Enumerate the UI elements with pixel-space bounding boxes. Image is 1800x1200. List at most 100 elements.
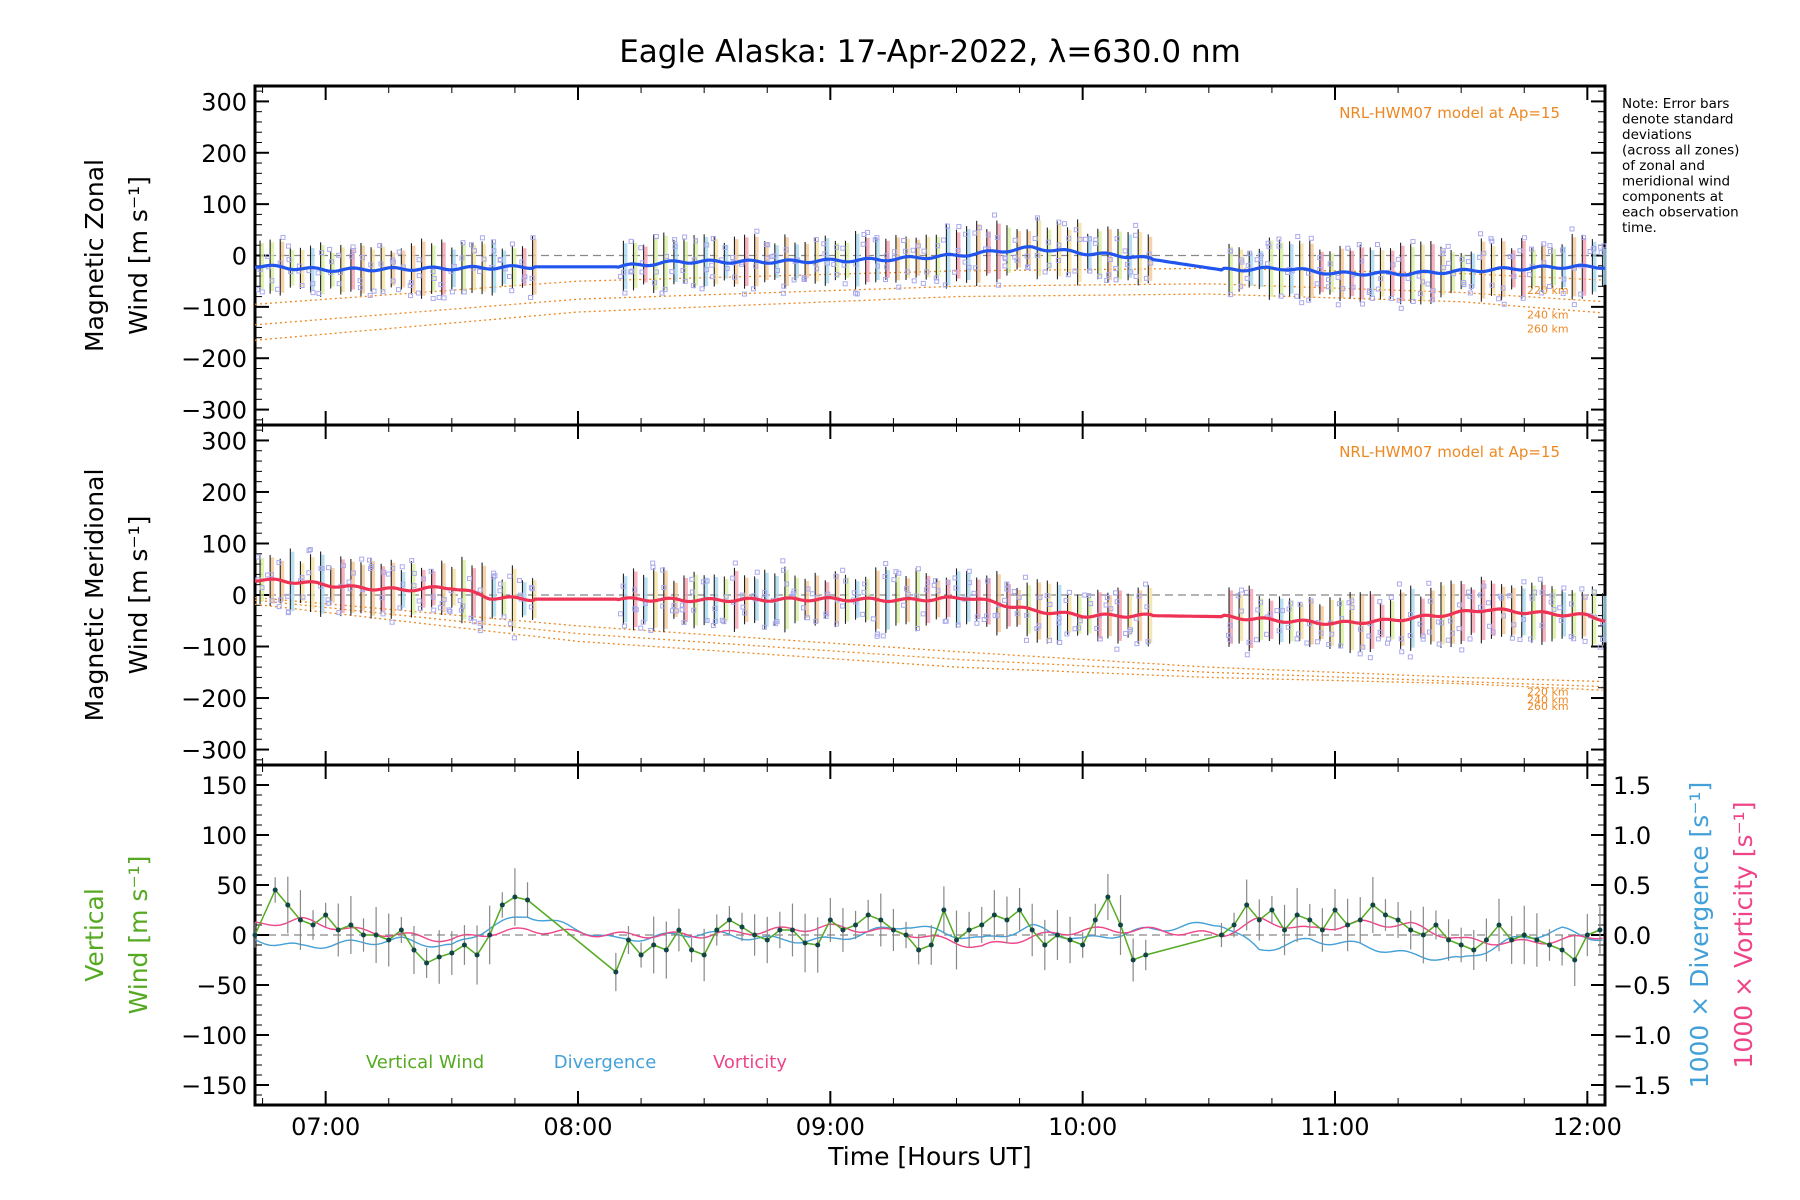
- zone-sample: [809, 591, 815, 597]
- vertical-wind-point: [1042, 942, 1048, 948]
- y-tick-label: 0: [232, 243, 247, 271]
- zone-sample: [764, 255, 770, 261]
- zone-sample: [673, 608, 679, 614]
- zone-sample: [529, 275, 535, 281]
- zone-sample: [1045, 239, 1051, 245]
- zone-sample: [1308, 598, 1314, 604]
- vertical-wind-point: [461, 942, 467, 948]
- zone-sample: [689, 576, 695, 582]
- zone-sample: [416, 257, 422, 263]
- zone-sample: [1113, 277, 1119, 283]
- zone-sample: [1528, 636, 1534, 642]
- zone-sample: [1441, 265, 1447, 271]
- zone-sample: [1143, 275, 1149, 281]
- zone-sample: [1360, 301, 1366, 307]
- legend-vorticity: Vorticity: [713, 1052, 787, 1073]
- zone-sample: [340, 563, 346, 569]
- zone-sample: [1551, 606, 1557, 612]
- y-tick-label: 300: [201, 427, 247, 455]
- y2-tick-label: 1.0: [1613, 822, 1651, 850]
- zone-sample: [1449, 630, 1455, 636]
- zone-sample: [1266, 243, 1272, 249]
- zone-sample: [1246, 639, 1252, 645]
- zone-sample: [1072, 268, 1078, 274]
- zone-sample: [1430, 288, 1436, 294]
- zone-sample: [357, 285, 363, 291]
- zone-sample: [416, 273, 422, 279]
- zone-sample: [771, 253, 777, 259]
- zone-sample: [1529, 595, 1535, 601]
- zone-sample: [1245, 263, 1251, 269]
- zone-sample: [319, 566, 325, 572]
- zone-sample: [1125, 261, 1131, 267]
- y2-tick-label: −1.0: [1613, 1022, 1671, 1050]
- vertical-wind-point: [285, 902, 291, 908]
- vertical-wind-point: [1256, 917, 1262, 923]
- zone-sample: [461, 289, 467, 295]
- zone-sample: [468, 615, 474, 621]
- zone-sample: [1016, 594, 1022, 600]
- zone-sample: [693, 238, 699, 244]
- zone-sample: [1094, 625, 1100, 631]
- zone-sample: [679, 607, 685, 613]
- vertical-wind-point: [499, 902, 505, 908]
- zone-sample: [1578, 291, 1584, 297]
- zone-sample: [407, 282, 413, 288]
- legend: Vertical Wind Divergence Vorticity: [366, 1052, 788, 1073]
- note-line: each observation: [1622, 205, 1739, 221]
- zone-sample: [1558, 618, 1564, 624]
- zone-sample: [783, 247, 789, 253]
- zone-sample: [1340, 286, 1346, 292]
- zone-sample: [522, 274, 528, 280]
- y2-tick-label: −0.5: [1613, 972, 1671, 1000]
- vertical-wind-point: [789, 927, 795, 933]
- zone-sample: [1477, 604, 1483, 610]
- zone-sample: [1056, 242, 1062, 248]
- vertical-wind-point: [764, 937, 770, 943]
- vertical-wind-point: [1054, 932, 1060, 938]
- y-axis-title-line1: Magnetic Meridional: [80, 469, 109, 722]
- vertical-wind-point: [1231, 922, 1237, 928]
- y2-tick-label: 1.5: [1613, 772, 1651, 800]
- zone-sample: [1034, 252, 1040, 258]
- x-tick-label: 09:00: [796, 1113, 865, 1141]
- zone-sample: [1004, 586, 1010, 592]
- zone-sample: [905, 591, 911, 597]
- zone-sample: [664, 253, 670, 259]
- zone-sample: [315, 270, 321, 276]
- vertical-wind-point: [1269, 907, 1275, 913]
- zone-sample: [285, 593, 291, 599]
- zone-sample: [1521, 235, 1527, 241]
- note-line: denote standard: [1622, 112, 1733, 128]
- zone-sample: [1517, 637, 1523, 643]
- zone-sample: [1435, 619, 1441, 625]
- zone-sample: [1420, 279, 1426, 285]
- zone-sample: [870, 616, 876, 622]
- zone-sample: [860, 611, 866, 617]
- x-axis: 07:00 08:00 09:00 10:00 11:00 12:00 Time [Hou…: [291, 1113, 1622, 1171]
- vertical-wind-point: [310, 922, 316, 928]
- zone-sample: [732, 560, 738, 566]
- zone-sample: [1148, 260, 1154, 266]
- zone-sample: [1478, 231, 1484, 237]
- zone-sample: [379, 595, 385, 601]
- zone-sample: [507, 573, 513, 579]
- zone-sample: [904, 269, 910, 275]
- model-line-260km: [254, 293, 1603, 341]
- zone-sample: [851, 590, 857, 596]
- zone-sample: [1349, 604, 1355, 610]
- vertical-wind-point: [651, 942, 657, 948]
- zone-sample: [436, 295, 442, 301]
- vertical-wind-point: [853, 922, 859, 928]
- zone-sample: [1044, 593, 1050, 599]
- zone-sample: [1077, 618, 1083, 624]
- zone-sample: [1375, 286, 1381, 292]
- zone-sample: [1346, 600, 1352, 606]
- zone-sample: [528, 585, 534, 591]
- vertical-wind-point: [1067, 937, 1073, 943]
- zone-sample: [629, 268, 635, 274]
- vertical-wind-point: [890, 927, 896, 933]
- zone-sample: [1436, 641, 1442, 647]
- zone-sample: [1255, 607, 1261, 613]
